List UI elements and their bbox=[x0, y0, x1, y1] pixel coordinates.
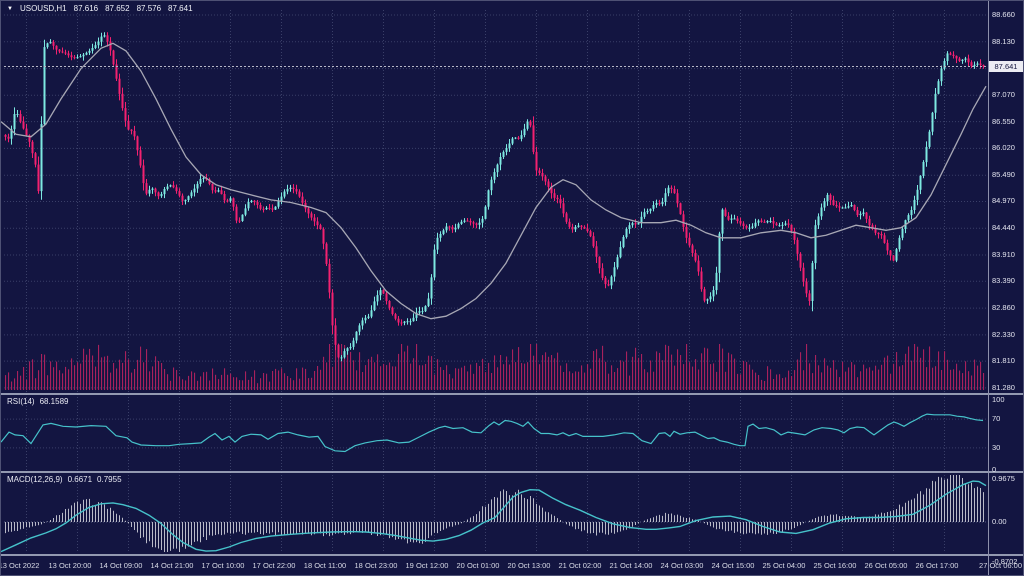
symbol-timeframe: USOUSD,H1 bbox=[19, 4, 67, 13]
time-axis-label: 26 Oct 05:00 bbox=[864, 561, 908, 570]
time-axis-label: 19 Oct 12:00 bbox=[405, 561, 449, 570]
rsi-axis-label: 70 bbox=[992, 414, 1001, 423]
time-axis-label: 13 Oct 2022 bbox=[0, 561, 40, 570]
price-axis-label: 86.020 bbox=[992, 143, 1015, 152]
price-scale[interactable]: 87.641 88.660 88.130 87.070 86.550 86.020 85.… bbox=[989, 1, 1023, 575]
price-axis-label: 81.280 bbox=[992, 383, 1015, 392]
price-axis-label: 88.130 bbox=[992, 37, 1015, 46]
time-axis-label: 14 Oct 09:00 bbox=[99, 561, 143, 570]
macd-axis-label: 0.00 bbox=[992, 517, 1007, 526]
rsi-axis-label: 30 bbox=[992, 443, 1001, 452]
time-axis-label: 26 Oct 17:00 bbox=[915, 561, 959, 570]
chart-header: ▼ USOUSD,H1 87.616 87.652 87.576 87.641 bbox=[7, 4, 193, 14]
macd-indicator-label: MACD(12,26,9) 0.6671 0.7955 bbox=[7, 475, 122, 485]
time-axis-label: 14 Oct 21:00 bbox=[150, 561, 194, 570]
price-axis-label: 84.970 bbox=[992, 196, 1015, 205]
ohlc-close: 87.641 bbox=[168, 4, 193, 13]
price-axis-label: 82.330 bbox=[992, 330, 1015, 339]
ohlc-low: 87.576 bbox=[136, 4, 162, 13]
panel-divider-macd[interactable] bbox=[1, 471, 1023, 473]
panel-divider-rsi[interactable] bbox=[1, 393, 1023, 395]
macd-axis-label: 0.9675 bbox=[992, 474, 1015, 483]
macd-name: MACD(12,26,9) bbox=[7, 475, 63, 484]
rsi-axis-label: 100 bbox=[992, 395, 1005, 404]
rsi-name: RSI(14) bbox=[7, 397, 35, 406]
time-axis-label: 20 Oct 13:00 bbox=[507, 561, 551, 570]
symbol-dropdown-icon[interactable]: ▼ bbox=[7, 6, 13, 12]
price-axis-label: 86.550 bbox=[992, 117, 1015, 126]
price-axis-label: 84.440 bbox=[992, 223, 1015, 232]
price-axis-label: 83.910 bbox=[992, 250, 1015, 259]
time-axis-label: 17 Oct 10:00 bbox=[201, 561, 245, 570]
time-axis-label: 20 Oct 01:00 bbox=[456, 561, 500, 570]
price-axis-label: 82.860 bbox=[992, 303, 1015, 312]
time-axis-label: 17 Oct 22:00 bbox=[252, 561, 296, 570]
time-axis-label: 25 Oct 04:00 bbox=[762, 561, 806, 570]
macd-value: 0.6671 bbox=[67, 475, 93, 484]
price-axis-label: 88.660 bbox=[992, 10, 1015, 19]
time-axis-label: 18 Oct 11:00 bbox=[303, 561, 347, 570]
time-axis-label: 21 Oct 14:00 bbox=[609, 561, 653, 570]
rsi-axis-label: 0 bbox=[992, 465, 997, 474]
time-axis-label: 24 Oct 03:00 bbox=[660, 561, 704, 570]
time-axis-label: 13 Oct 20:00 bbox=[48, 561, 92, 570]
panel-divider-timeaxis bbox=[1, 554, 1023, 556]
price-axis-label: 87.070 bbox=[992, 90, 1015, 99]
macd-axis-label: -0.8702 bbox=[992, 557, 1018, 566]
time-axis-label: 27 Oct 06:00 bbox=[979, 561, 1022, 570]
time-axis[interactable]: 13 Oct 2022 13 Oct 20:00 14 Oct 09:00 14 Oc… bbox=[0, 554, 1022, 575]
rsi-value: 68.1589 bbox=[39, 397, 69, 406]
time-axis-label: 18 Oct 23:00 bbox=[354, 561, 398, 570]
time-axis-label: 21 Oct 02:00 bbox=[558, 561, 602, 570]
price-scale-divider bbox=[988, 1, 989, 575]
price-axis-label: 83.390 bbox=[992, 276, 1015, 285]
time-axis-label: 25 Oct 16:00 bbox=[813, 561, 857, 570]
current-price-tag: 87.641 bbox=[989, 61, 1023, 72]
rsi-indicator-label: RSI(14) 68.1589 bbox=[7, 397, 68, 407]
macd-signal-value: 0.7955 bbox=[97, 475, 122, 484]
ohlc-high: 87.652 bbox=[105, 4, 130, 13]
time-axis-label: 24 Oct 15:00 bbox=[711, 561, 755, 570]
price-axis-label: 81.810 bbox=[992, 356, 1015, 365]
price-axis-label: 85.490 bbox=[992, 170, 1015, 179]
ohlc-open: 87.616 bbox=[73, 4, 99, 13]
